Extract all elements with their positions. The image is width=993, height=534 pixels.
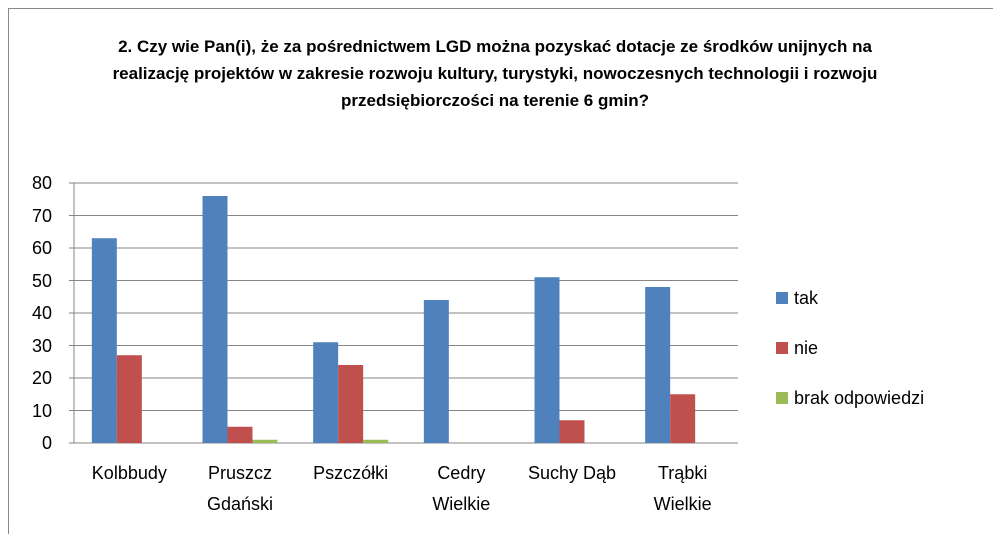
y-tick-label: 50: [31, 270, 52, 291]
y-tick-label: 60: [31, 238, 52, 258]
legend-swatch: [776, 292, 788, 304]
bar: [338, 365, 364, 443]
x-tick-label: Pruszcz Gdański: [206, 463, 274, 514]
bar: [116, 355, 142, 443]
y-tick-label: 0: [41, 433, 52, 453]
x-tick-label: Kolbbudy: [91, 463, 167, 483]
x-tick-label: Suchy Dąb: [527, 463, 617, 483]
y-tick-label: 70: [31, 205, 52, 226]
y-tick-label: 30: [31, 335, 52, 356]
bar: [252, 439, 278, 443]
y-tick-label: 10: [31, 400, 52, 421]
bar: [91, 238, 117, 443]
legend-label: tak: [794, 288, 819, 308]
bar: [534, 277, 560, 443]
legend-label: brak odpowiedzi: [794, 388, 925, 408]
frame: [8, 8, 993, 534]
y-tick-label: 40: [31, 303, 52, 323]
y-tick-label: 80: [31, 173, 52, 193]
bar: [363, 439, 389, 443]
bar: [202, 196, 228, 443]
legend-swatch: [776, 342, 788, 354]
x-tick-label: Cedry Wielkie: [432, 463, 491, 514]
bar: [670, 394, 696, 443]
legend-swatch: [776, 392, 788, 404]
legend-label: nie: [794, 338, 819, 358]
bar: [559, 420, 585, 443]
x-tick-label: Pszczółki: [313, 463, 389, 483]
chart-title: 2. Czy wie Pan(i), że za pośrednictwem L…: [112, 37, 878, 110]
bar: [227, 426, 253, 443]
bar: [645, 287, 671, 443]
x-tick-label: Trąbki Wielkie: [653, 463, 712, 514]
bar: [313, 342, 339, 443]
bar: [423, 300, 449, 443]
y-tick-label: 20: [31, 368, 52, 388]
